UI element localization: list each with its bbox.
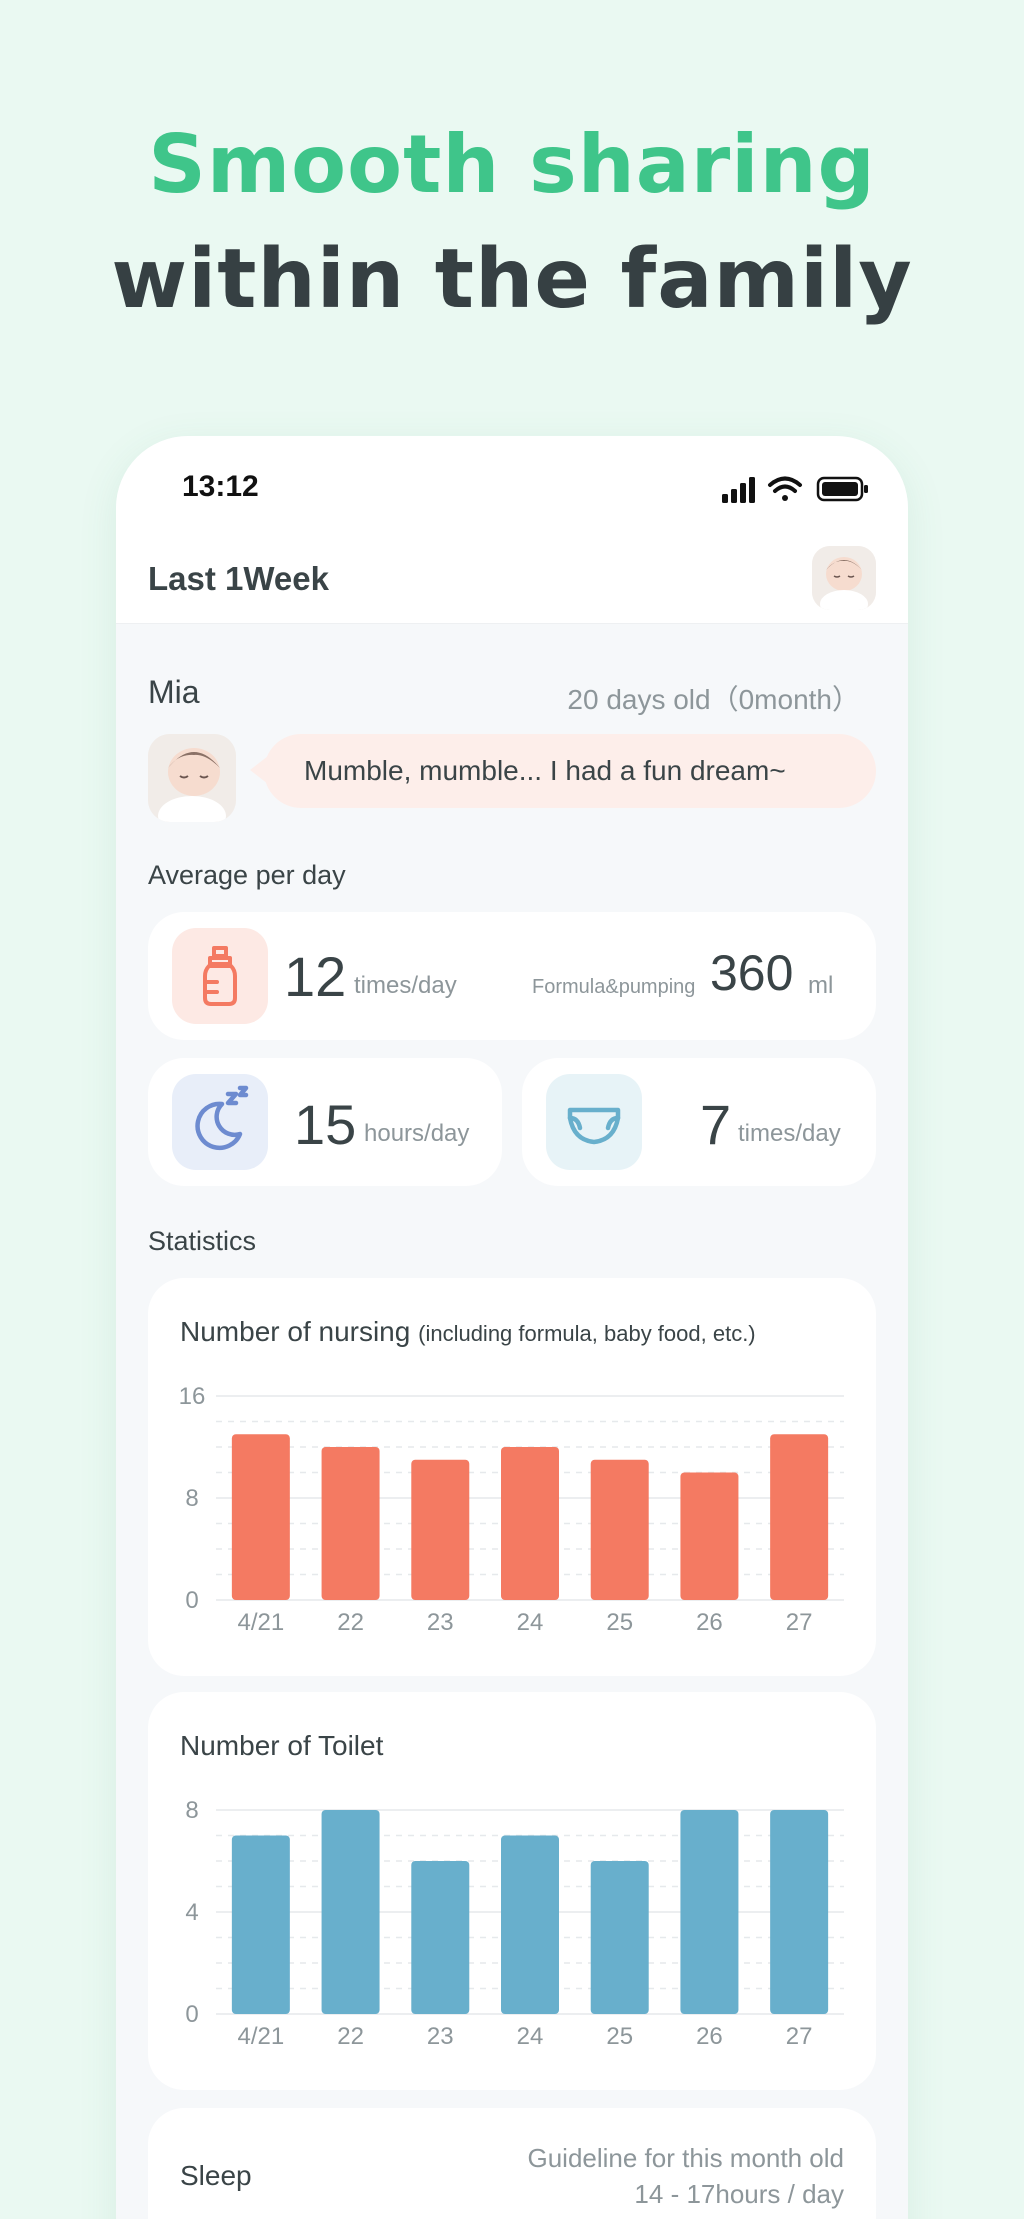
formula-value: 360	[710, 945, 794, 1001]
baby-avatar-icon[interactable]	[812, 546, 876, 610]
x-tick-label: 24	[517, 2023, 544, 2050]
bar[interactable]	[501, 1447, 559, 1600]
y-tick-label: 8	[185, 1797, 198, 1824]
sleep-guideline: Guideline for this month old 14 - 17hour…	[527, 2140, 844, 2212]
x-tick-label: 27	[786, 1609, 813, 1636]
nav-bar: Last 1Week	[116, 536, 908, 624]
sleep-chart-title: Sleep	[180, 2160, 252, 2191]
status-icons	[722, 476, 868, 503]
baby-name: Mia	[148, 674, 200, 710]
phone-screen: 13:12 Last 1Week	[116, 436, 908, 2219]
toilet-chart-card[interactable]: Number of Toilet 8 4 0 4/21 22 23 24 25 26 27	[148, 1692, 876, 2090]
bottle-icon	[172, 928, 268, 1024]
y-tick-label: 8	[185, 1485, 198, 1512]
nursing-chart-title-main: Number of nursing	[180, 1316, 411, 1347]
formula-unit: ml	[808, 972, 834, 999]
y-tick-label: 0	[185, 2001, 198, 2028]
y-tick-label: 4	[185, 1899, 198, 1926]
x-tick-label: 25	[606, 1609, 633, 1636]
bar[interactable]	[770, 1434, 829, 1600]
headline-line-2: within the family	[111, 232, 913, 327]
bar[interactable]	[411, 1861, 470, 2014]
nursing-chart-title-note: (including formula, baby food, etc.)	[418, 1321, 756, 1346]
nursing-unit: times/day	[354, 972, 457, 999]
toilet-bar-chart: 8 4 0 4/21 22 23 24 25 26 27	[185, 1797, 844, 2050]
formula-label: Formula&pumping	[532, 976, 696, 998]
sleep-value: 15	[294, 1093, 357, 1156]
nursing-chart-title: Number of nursing (including formula, ba…	[180, 1316, 756, 1348]
bar[interactable]	[770, 1810, 829, 2014]
nursing-bar-chart: 16 8 0 4/21 22 23 24 25 26 27	[179, 1383, 844, 1636]
bar[interactable]	[231, 1835, 290, 2015]
sleep-chart-card[interactable]: Sleep Guideline for this month old 14 - …	[148, 2108, 876, 2219]
bar[interactable]	[680, 1810, 739, 2014]
bar[interactable]	[590, 1459, 649, 1600]
wifi-icon	[768, 476, 802, 501]
nursing-value: 12	[284, 945, 347, 1008]
status-time: 13:12	[182, 470, 259, 503]
x-tick-label: 24	[517, 1609, 544, 1636]
bar[interactable]	[231, 1434, 290, 1600]
bar[interactable]	[680, 1472, 739, 1601]
bar[interactable]	[501, 1835, 559, 2015]
bar[interactable]	[321, 1447, 380, 1600]
toilet-chart-title: Number of Toilet	[180, 1730, 384, 1761]
x-tick-label: 26	[696, 1609, 723, 1636]
status-bar: 13:12	[116, 436, 908, 536]
signal-icon	[722, 477, 755, 503]
average-label: Average per day	[148, 860, 346, 890]
baby-photo	[148, 734, 236, 822]
x-tick-label: 22	[337, 1609, 364, 1636]
sleep-guideline-line-2: 14 - 17hours / day	[634, 2179, 844, 2209]
speech-bubble: Mumble, mumble... I had a fun dream~	[250, 734, 876, 808]
y-tick-label: 16	[179, 1383, 206, 1410]
statistics-label: Statistics	[148, 1226, 257, 1256]
bar[interactable]	[590, 1861, 649, 2014]
toilet-unit: times/day	[738, 1120, 841, 1147]
nursing-chart-card[interactable]: Number of nursing (including formula, ba…	[148, 1278, 876, 1676]
sleep-average-card[interactable]: 15 hours/day	[148, 1058, 502, 1186]
x-tick-label: 23	[427, 2023, 454, 2050]
headline-line-1: Smooth sharing	[148, 118, 876, 211]
y-tick-label: 0	[185, 1587, 198, 1614]
toilet-value: 7	[700, 1093, 732, 1156]
diaper-icon	[546, 1074, 642, 1170]
sleep-guideline-line-1: Guideline for this month old	[527, 2143, 844, 2173]
sleep-unit: hours/day	[364, 1120, 470, 1147]
x-tick-label: 4/21	[237, 2023, 284, 2050]
x-tick-label: 25	[606, 2023, 633, 2050]
battery-icon	[816, 476, 868, 502]
bar[interactable]	[321, 1810, 380, 2014]
x-tick-label: 4/21	[237, 1609, 284, 1636]
x-tick-label: 26	[696, 2023, 723, 2050]
nursing-average-card[interactable]: 12 times/day Formula&pumping 360 ml	[148, 912, 876, 1040]
x-tick-label: 22	[337, 2023, 364, 2050]
baby-age: 20 days old（0month）	[567, 684, 860, 715]
bar[interactable]	[411, 1459, 470, 1600]
x-tick-label: 23	[427, 1609, 454, 1636]
toilet-average-card[interactable]: 7 times/day	[522, 1058, 876, 1186]
x-tick-label: 27	[786, 2023, 813, 2050]
moon-icon	[172, 1074, 268, 1170]
page-title: Last 1Week	[148, 560, 329, 597]
